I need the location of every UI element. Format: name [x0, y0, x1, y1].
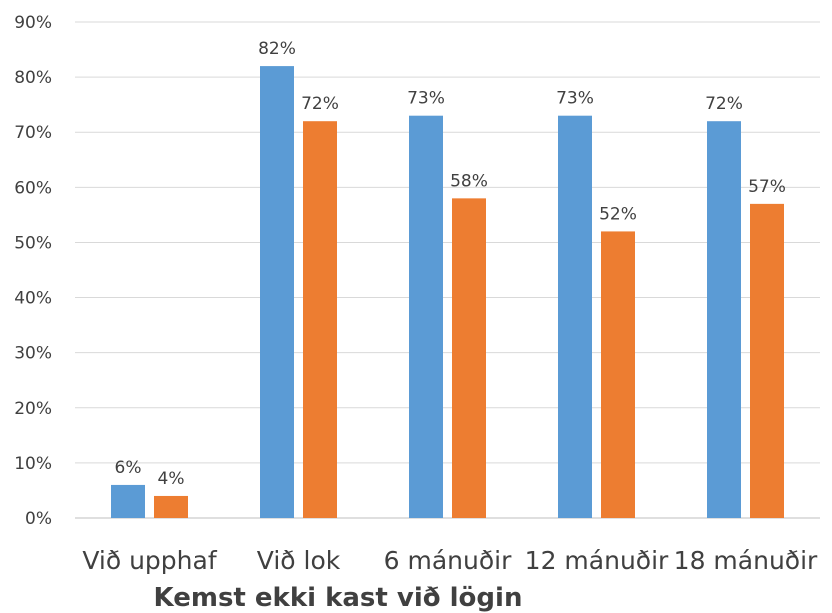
x-axis-title: Kemst ekki kast við lögin	[154, 583, 523, 613]
data-label: 6%	[115, 458, 142, 478]
data-label: 72%	[301, 94, 339, 114]
bar-series-1	[707, 121, 741, 518]
bar-series-1	[558, 115, 592, 518]
y-tick-label: 40%	[14, 289, 52, 309]
y-tick-label: 60%	[14, 178, 52, 198]
y-tick-label: 20%	[14, 399, 52, 419]
bar-series-2	[154, 495, 188, 518]
data-label: 72%	[705, 94, 743, 114]
x-axis-categories: Við upphaf Við lok 6 mánuðir 12 mánuðir 18 m…	[82, 546, 818, 575]
data-label: 58%	[450, 171, 488, 191]
y-tick-label: 70%	[14, 123, 52, 143]
bar-series-2	[303, 121, 337, 518]
data-label: 52%	[599, 204, 637, 224]
y-tick-label: 90%	[14, 13, 52, 33]
y-tick-label: 10%	[14, 454, 52, 474]
bar-series-2	[452, 198, 486, 518]
x-category-label: 12 mánuðir	[525, 546, 669, 575]
data-label: 73%	[407, 89, 445, 109]
bar-series-2	[750, 203, 784, 518]
bar-series-1	[260, 66, 294, 518]
bar-series-1	[111, 484, 145, 518]
y-tick-label: 80%	[14, 68, 52, 88]
x-category-label: 6 mánuðir	[384, 546, 512, 575]
y-tick-label: 30%	[14, 344, 52, 364]
bars	[111, 66, 784, 518]
gridlines	[75, 21, 820, 519]
data-label: 73%	[556, 89, 594, 109]
x-category-label: 18 mánuðir	[674, 546, 818, 575]
y-axis-ticks: 0% 10% 20% 30% 40% 50% 60% 70% 80% 90%	[14, 13, 52, 529]
bar-series-1	[409, 115, 443, 518]
data-label: 4%	[158, 469, 185, 489]
data-label: 57%	[748, 177, 786, 197]
y-tick-label: 0%	[25, 509, 52, 529]
bar-series-2	[601, 231, 635, 518]
x-category-label: Við lok	[257, 546, 341, 575]
x-category-label: Við upphaf	[82, 546, 217, 575]
data-label: 82%	[258, 39, 296, 59]
y-tick-label: 50%	[14, 233, 52, 253]
data-labels: 6% 4% 82% 72% 73% 58% 73% 52% 72% 57%	[115, 39, 786, 489]
